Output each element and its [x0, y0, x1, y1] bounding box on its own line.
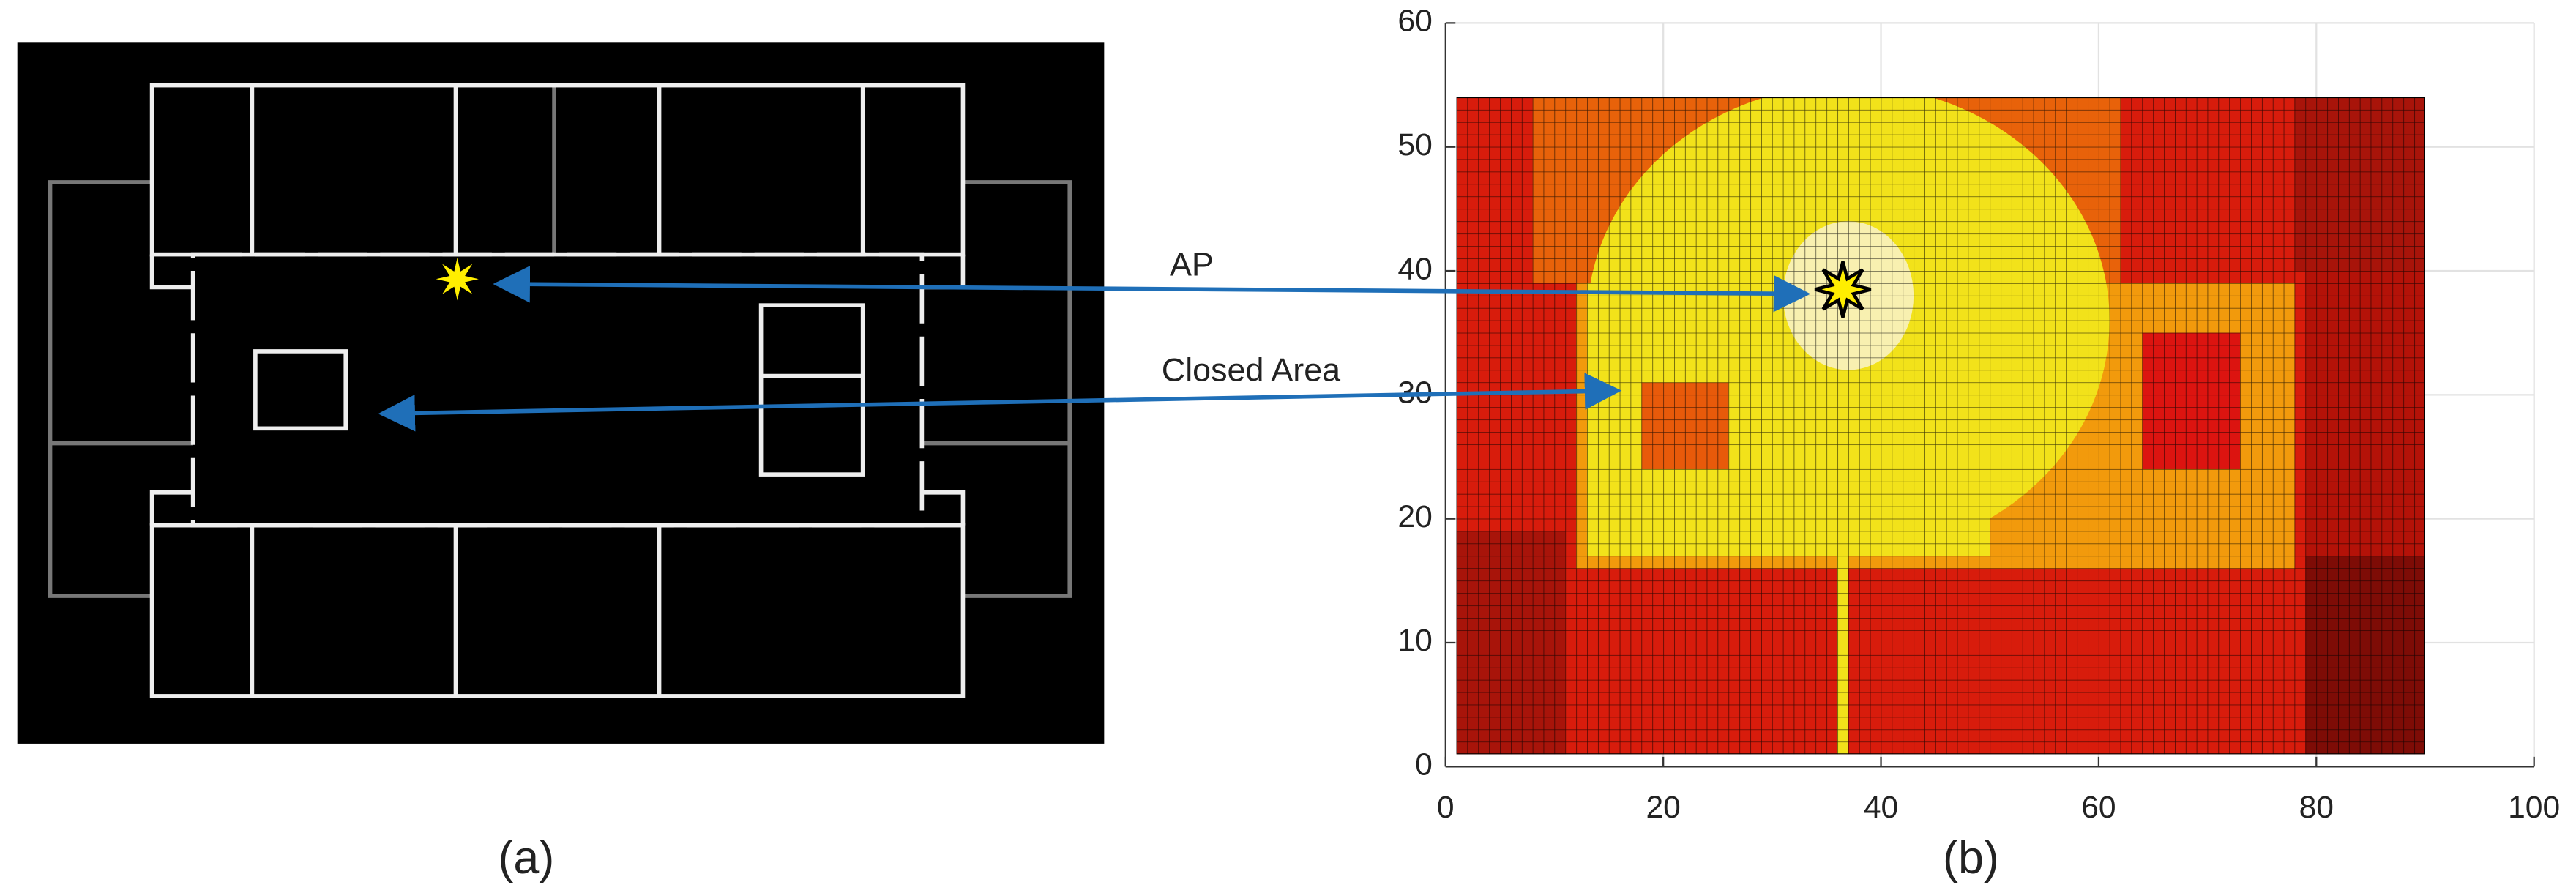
closed-room: [253, 349, 348, 431]
y-tick-label: 0: [1415, 747, 1433, 782]
annotation: Closed Area: [1162, 351, 1340, 388]
cell-grid: [1456, 97, 2425, 755]
notch: [149, 254, 193, 290]
annotation: AP: [1170, 246, 1214, 283]
x-tick-label: 0: [1437, 790, 1455, 825]
floor-background: [17, 42, 1105, 744]
y-tick-label: 10: [1397, 623, 1432, 658]
notch: [149, 490, 193, 526]
y-tick-label: 20: [1397, 499, 1432, 534]
floor-plan: [17, 42, 1105, 744]
notch: [922, 490, 966, 526]
y-tick-label: 60: [1397, 4, 1432, 39]
panel-label: (b): [1943, 832, 1999, 883]
x-tick-label: 60: [2081, 790, 2116, 825]
rooms: [149, 83, 966, 698]
x-tick-label: 80: [2299, 790, 2334, 825]
bottom-block: [149, 523, 966, 698]
x-tick-label: 100: [2508, 790, 2560, 825]
y-tick-label: 50: [1397, 127, 1432, 162]
x-tick-label: 20: [1646, 790, 1680, 825]
panel-label: (a): [499, 832, 555, 883]
x-tick-label: 40: [1864, 790, 1898, 825]
ap-marker: [1814, 261, 1872, 318]
arrow: [493, 266, 1811, 313]
y-tick-label: 40: [1397, 251, 1432, 286]
left-wing: [48, 180, 152, 598]
ap-icon: [436, 258, 479, 301]
arrow: [378, 373, 1622, 432]
heatmap: [1456, 97, 2425, 755]
top-block: [149, 83, 966, 257]
